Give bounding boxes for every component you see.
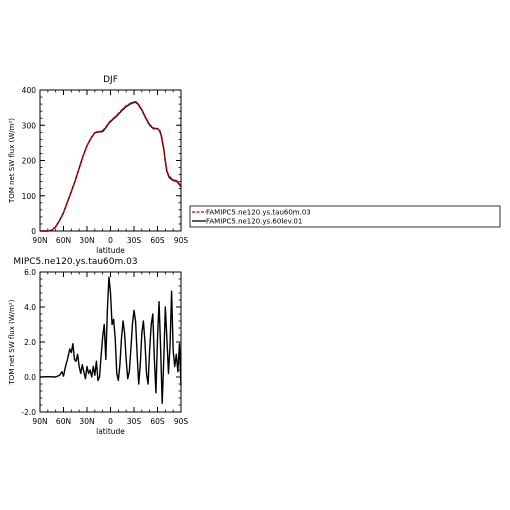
x-tick-label: 60N [56, 236, 71, 245]
y-tick-label: 6.0 [24, 268, 36, 277]
x-tick-label: 60S [150, 417, 165, 426]
series-line-0 [40, 100, 182, 232]
y-tick-label: 0 [31, 227, 36, 236]
y-tick-label: 2.0 [24, 338, 36, 347]
x-tick-label: 30S [127, 417, 142, 426]
x-axis-label: latitude [96, 246, 125, 255]
x-tick-label: 90S [174, 417, 189, 426]
chart-title: DJF [103, 75, 118, 85]
y-axis-label: TOM net SW flux (W/m²) [8, 118, 16, 204]
series-line-0 [39, 276, 182, 404]
y-tick-label: -2.0 [21, 408, 36, 417]
y-tick-label: 400 [22, 86, 37, 95]
x-tick-label: 90S [174, 236, 189, 245]
x-tick-label: 0 [108, 236, 113, 245]
legend: FAMIPC5.ne120.ys.tau60m.03FAMIPC5.ne120.… [189, 205, 501, 228]
x-tick-label: 30N [79, 417, 94, 426]
x-axis-label: latitude [96, 427, 125, 436]
y-tick-label: 100 [22, 192, 37, 201]
x-tick-label: 60N [56, 417, 71, 426]
x-tick-label: 0 [108, 417, 113, 426]
x-tick-label: 90N [32, 236, 47, 245]
y-tick-label: 0.0 [24, 373, 36, 382]
chart-panel-bottom: 90N 60N 30N 0 30S 60S 90S -2.0 0.0 2.0 4.0 6.0MIPC5… [8, 257, 188, 436]
legend-label-1: FAMIPC5.ne120.ys.60lev.01 [206, 218, 302, 226]
legend-label-0: FAMIPC5.ne120.ys.tau60m.03 [206, 209, 311, 217]
chart-title: MIPC5.ne120.ys.tau60m.03 [13, 257, 137, 267]
plot-frame [39, 89, 182, 232]
x-tick-label: 90N [32, 417, 47, 426]
x-tick-label: 30N [79, 236, 94, 245]
y-axis-label: TOM net SW flux (W/m²) [8, 299, 16, 385]
y-tick-label: 4.0 [24, 303, 36, 312]
x-tick-label: 60S [150, 236, 165, 245]
y-tick-label: 200 [22, 157, 37, 166]
x-tick-label: 30S [127, 236, 142, 245]
chart-panel-top: 90N 60N 30N 0 30S 60S 90S 0 100 200 300 400 DJF latit… [8, 75, 188, 255]
legend-box [189, 205, 501, 228]
y-tick-label: 300 [22, 121, 37, 130]
